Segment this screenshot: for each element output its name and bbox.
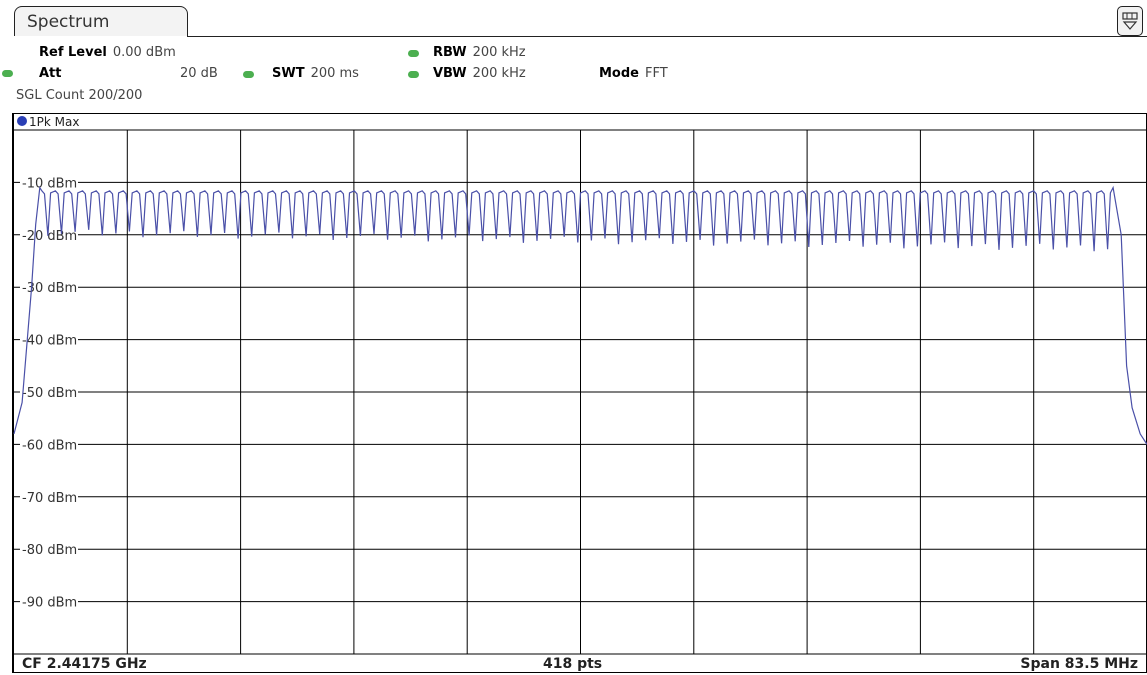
vbw-value: 200 kHz bbox=[472, 66, 526, 81]
y-tick-label-background bbox=[20, 436, 78, 452]
y-tick-label-background bbox=[20, 593, 78, 609]
ref-level-label: Ref Level bbox=[39, 45, 107, 60]
att-value: 20 dB bbox=[180, 66, 218, 81]
y-tick-label-background bbox=[20, 279, 78, 295]
trace-label: 1Pk Max bbox=[29, 115, 79, 129]
span: Span 83.5 MHz bbox=[1020, 656, 1138, 672]
spectrum-tab[interactable]: Spectrum bbox=[14, 6, 188, 36]
y-tick-label-background bbox=[20, 488, 78, 504]
att-label: Att bbox=[39, 66, 62, 81]
swt-label: SWT bbox=[272, 66, 305, 81]
att-indicator bbox=[2, 70, 13, 77]
att-setting[interactable]: Att bbox=[39, 66, 68, 82]
vbw-setting[interactable]: VBW 200 kHz bbox=[433, 66, 526, 82]
trace-marker-icon bbox=[17, 116, 27, 126]
vbw-indicator bbox=[408, 71, 419, 78]
y-tick-label: -10 dBm bbox=[22, 176, 77, 191]
y-tick-label-background bbox=[20, 331, 78, 347]
mode-setting[interactable]: Mode FFT bbox=[599, 66, 668, 82]
y-tick-label: -70 dBm bbox=[22, 491, 77, 506]
swt-indicator bbox=[243, 71, 254, 78]
y-tick-label-background bbox=[20, 384, 78, 399]
ref-level-value: 0.00 dBm bbox=[112, 45, 176, 60]
y-tick-label: -90 dBm bbox=[22, 596, 77, 611]
spectrum-tab-label: Spectrum bbox=[27, 12, 110, 32]
swt-setting[interactable]: SWT 200 ms bbox=[272, 66, 359, 82]
y-tick-labels: -10 dBm -20 dBm -30 dBm -40 dBm -50 dBm -60 d… bbox=[20, 174, 78, 611]
points-count: 418 pts bbox=[543, 656, 602, 672]
mode-value: FFT bbox=[645, 66, 668, 81]
mode-label: Mode bbox=[599, 66, 639, 81]
rbw-value: 200 kHz bbox=[472, 45, 526, 60]
y-tick-label: -50 dBm bbox=[22, 386, 77, 401]
y-tick-label: -60 dBm bbox=[22, 438, 77, 453]
y-tick-label-background bbox=[20, 541, 78, 557]
vbw-label: VBW bbox=[433, 66, 467, 81]
center-frequency: CF 2.44175 GHz bbox=[22, 656, 147, 672]
rbw-setting[interactable]: RBW 200 kHz bbox=[433, 45, 526, 61]
softkey-menu-icon bbox=[1122, 12, 1138, 30]
softkey-menu-button[interactable] bbox=[1117, 6, 1143, 36]
trace-1pk-max bbox=[13, 185, 1147, 445]
y-tick-label-background bbox=[20, 174, 78, 190]
swt-value: 200 ms bbox=[310, 66, 359, 81]
y-tick-label: -40 dBm bbox=[22, 334, 77, 349]
rbw-indicator bbox=[408, 50, 419, 57]
plot-grid bbox=[14, 130, 1147, 654]
y-tick-label: -30 dBm bbox=[22, 281, 77, 296]
sgl-count: SGL Count 200/200 bbox=[16, 88, 143, 103]
tab-divider bbox=[187, 36, 1147, 37]
y-tick-label: -80 dBm bbox=[22, 543, 77, 558]
ref-level-setting[interactable]: Ref Level 0.00 dBm bbox=[39, 45, 176, 61]
trace-line bbox=[13, 185, 1147, 445]
rbw-label: RBW bbox=[433, 45, 467, 60]
y-tick-label: -20 dBm bbox=[22, 229, 77, 244]
